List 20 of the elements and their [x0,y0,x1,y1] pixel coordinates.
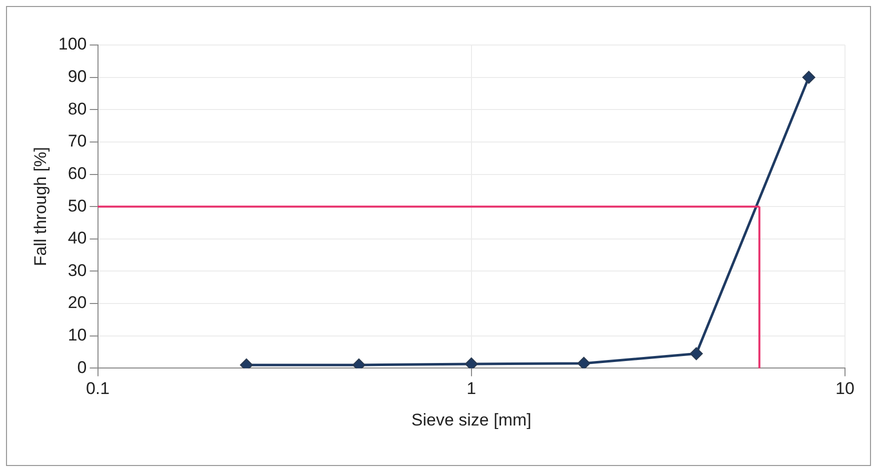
x-axis-title: Sieve size [mm] [411,410,532,430]
x-tick-label: 10 [836,379,854,398]
y-tick-label: 70 [68,132,87,151]
y-tick-label: 90 [68,67,87,86]
y-tick-label: 100 [58,34,87,54]
x-tick-label: 1 [466,379,476,398]
y-tick-label: 20 [68,293,87,312]
y-tick-label: 50 [68,196,87,216]
y-tick-label: 0 [77,358,87,377]
point [577,356,590,368]
point [802,70,816,84]
point [690,347,703,360]
y-tick-label: 30 [68,260,87,280]
y-axis-title: Fall through [%] [30,147,50,266]
x-tick-label: 0.1 [86,379,110,398]
y-tick-label: 60 [68,164,87,183]
point [464,358,478,368]
y-tick-label: 40 [68,228,87,248]
y-tick-label: 80 [68,99,87,118]
y-tick-label: 10 [68,326,87,345]
